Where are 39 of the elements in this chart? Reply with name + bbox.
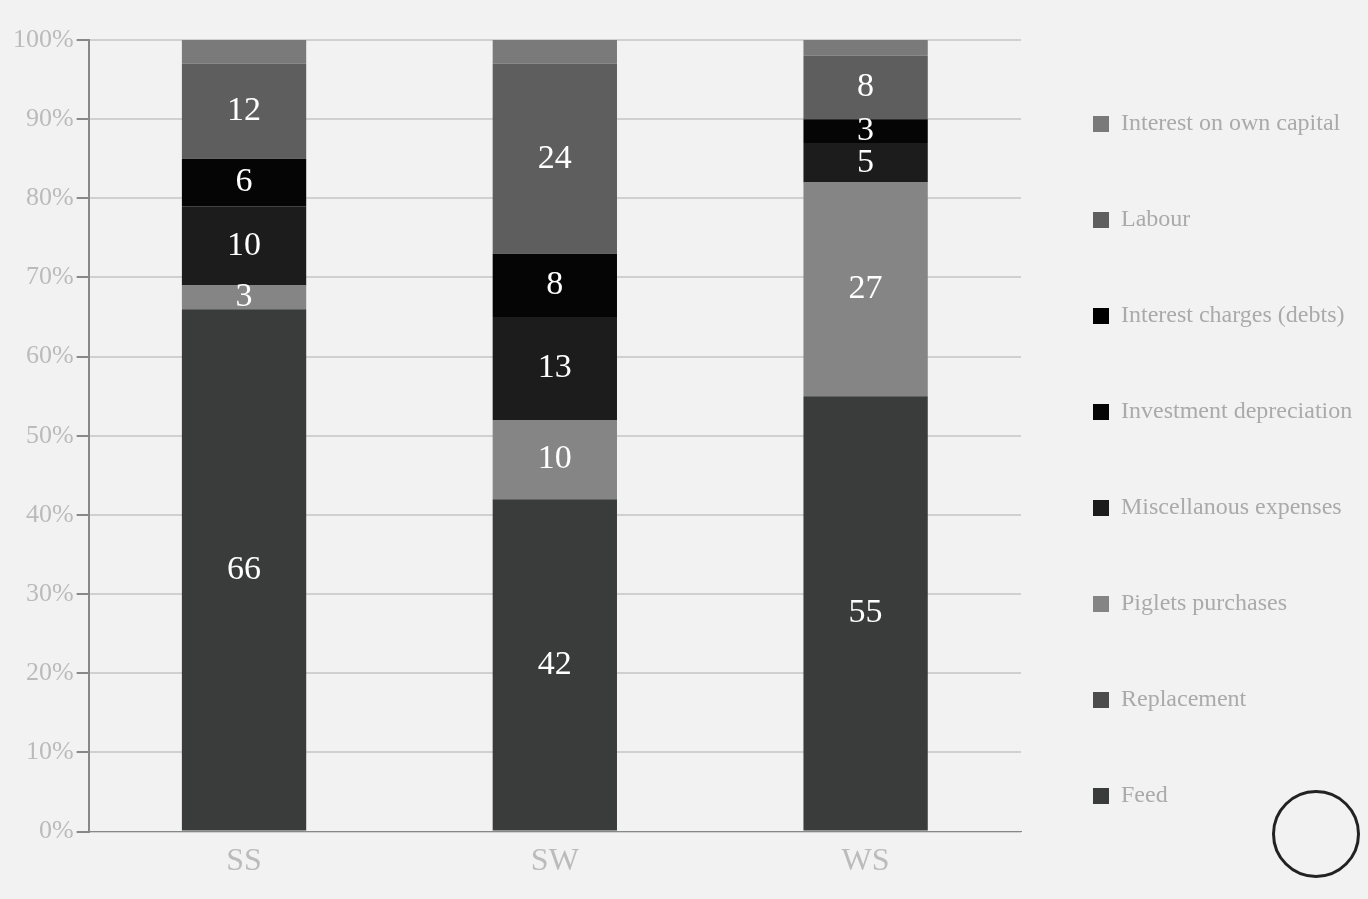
bar [803,142,928,183]
bar [181,309,307,831]
bar [181,206,307,286]
legend-label: Interest charges (debts) [1121,301,1345,328]
data-label: 8 [857,66,875,104]
bar [181,285,307,310]
bar [181,63,307,159]
legend-label: Miscellanous expenses [1121,493,1342,520]
data-label: 3 [235,276,253,314]
data-label: 24 [537,137,572,175]
bar [181,158,307,207]
bar [492,253,617,318]
data-label: 66 [227,548,262,586]
legend-label: Labour [1121,205,1191,232]
bar [492,419,617,500]
bar [181,40,307,64]
bar [803,40,928,56]
data-label: 10 [537,438,572,476]
data-label: 13 [537,347,572,385]
data-label: 55 [848,592,883,630]
data-label: 42 [537,643,572,681]
legend-label: Feed [1121,781,1168,808]
legend-label: Interest on own capital [1121,109,1341,136]
bar [492,40,617,64]
bar [492,317,617,420]
legend-label: Investment depreciation [1121,397,1353,424]
bar [803,55,928,120]
data-label: 10 [227,224,262,262]
data-label: 27 [848,268,883,306]
bar [492,63,617,254]
legend-label: Piglets purchases [1121,589,1287,616]
bar [803,182,928,397]
bar [803,396,928,831]
bar [803,119,928,143]
legend-label: Replacement [1121,685,1247,712]
data-label: 8 [546,264,564,302]
data-label: 12 [227,90,262,128]
data-label: 6 [235,161,253,199]
bar [492,499,617,831]
